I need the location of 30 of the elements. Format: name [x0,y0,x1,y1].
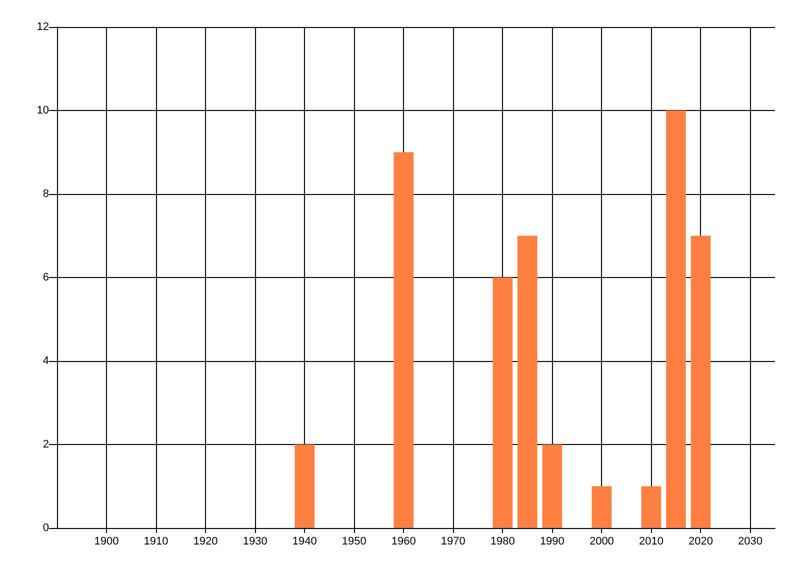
x-tick-label: 2010 [638,536,664,548]
y-tick-label: 0 [42,522,49,534]
x-tick-label: 1900 [94,536,119,548]
y-tick-label: 4 [42,355,49,367]
x-tick-label: 2030 [738,536,762,548]
bar [666,110,686,528]
x-tick-label: 1910 [144,536,168,548]
x-tick-label: 1920 [193,536,218,548]
x-tick-label: 1960 [391,536,416,548]
x-tick-label: 1980 [490,536,515,548]
bar [492,278,513,528]
x-tick-label: 1950 [342,536,366,548]
y-tick-label: 10 [36,104,49,116]
bar [518,236,538,528]
bar [690,236,711,528]
x-tick-label: 1990 [540,536,564,548]
bar [641,486,662,528]
y-tick-label: 8 [42,188,49,200]
bar [394,152,414,528]
x-tick-label: 1930 [242,536,268,548]
y-tick-label: 12 [36,21,49,33]
x-tick-label: 2020 [688,536,713,548]
y-tick-label: 2 [42,438,49,450]
x-tick-label: 1970 [440,536,466,548]
bar [592,486,612,528]
x-tick-label: 2000 [589,536,614,548]
x-tick-label: 1940 [292,536,317,548]
bar [542,444,562,528]
bar [294,444,314,528]
y-tick-label: 6 [42,272,49,284]
